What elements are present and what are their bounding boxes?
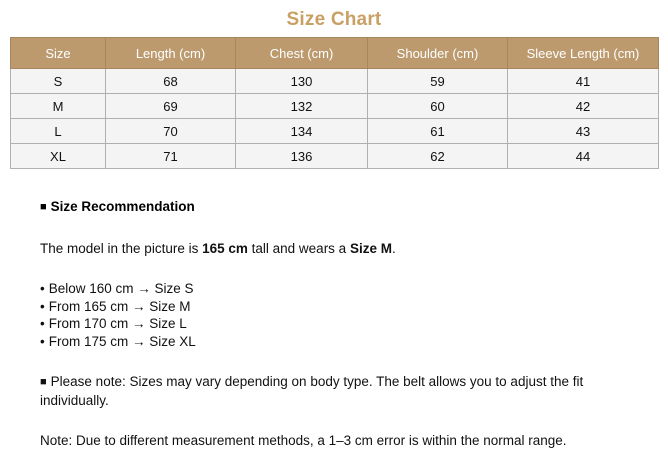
list-item-label: Below 160 cm → Size S — [48, 281, 194, 297]
list-item-label: From 170 cm → Size L — [48, 316, 187, 332]
list-item: • From 175 cm → Size XL — [40, 333, 658, 351]
bullet-dot-icon: • — [40, 333, 45, 349]
model-info-text: The model in the picture is 165 cm tall … — [40, 239, 658, 259]
list-item-label: From 165 cm → Size M — [48, 298, 191, 314]
model-text-before: The model in the picture is — [40, 240, 203, 256]
cell-chest: 136 — [235, 143, 368, 169]
model-size-value: Size M — [349, 240, 392, 256]
table-row: XL 71 136 62 44 — [10, 143, 659, 169]
cell-length: 70 — [105, 118, 236, 144]
size-recommendation-list: • Below 160 cm → Size S • From 165 cm → Si… — [40, 280, 658, 350]
model-height-value: 165 cm — [202, 240, 248, 256]
size-table: Size Length (cm) Chest (cm) Shoulder (cm… — [10, 37, 659, 169]
column-header-chest: Chest (cm) — [235, 37, 368, 69]
bullet-dot-icon: • — [40, 281, 45, 297]
list-item: • From 165 cm → Size M — [40, 298, 658, 316]
cell-shoulder: 60 — [367, 93, 508, 119]
table-row: S 68 130 59 41 — [10, 68, 659, 94]
filled-square-icon: ■ — [40, 201, 47, 213]
cell-sleeve: 44 — [507, 143, 659, 169]
cell-shoulder: 61 — [367, 118, 508, 144]
size-recommendation-heading-label: Size Recommendation — [50, 199, 195, 214]
model-text-middle: tall and wears a — [247, 240, 350, 256]
please-note-text: Please note: Sizes may vary depending on… — [40, 374, 584, 409]
bullet-dot-icon: • — [40, 316, 45, 332]
cell-chest: 134 — [235, 118, 368, 144]
list-item-label: From 175 cm → Size XL — [48, 333, 196, 349]
model-text-after: . — [391, 240, 396, 256]
cell-length: 71 — [105, 143, 236, 169]
column-header-shoulder: Shoulder (cm) — [367, 37, 508, 69]
column-header-length: Length (cm) — [105, 37, 236, 69]
measurement-note-paragraph: Note: Due to different measurement metho… — [40, 433, 567, 449]
cell-size: L — [10, 118, 106, 144]
cell-shoulder: 59 — [367, 68, 508, 94]
please-note-paragraph: ■ Please note: Sizes may vary depending o… — [40, 372, 625, 410]
cell-sleeve: 42 — [507, 93, 659, 119]
cell-sleeve: 41 — [507, 68, 659, 94]
table-row: L 70 134 61 43 — [10, 118, 659, 144]
cell-length: 69 — [105, 93, 236, 119]
column-header-sleeve: Sleeve Length (cm) — [507, 37, 659, 69]
page-title: Size Chart — [286, 9, 382, 30]
cell-chest: 132 — [235, 93, 368, 119]
list-item: • Below 160 cm → Size S — [40, 280, 658, 298]
cell-size: XL — [10, 143, 106, 169]
column-header-size: Size — [10, 37, 106, 69]
list-item: • From 170 cm → Size L — [40, 315, 658, 333]
cell-size: M — [10, 93, 106, 119]
cell-chest: 130 — [235, 68, 368, 94]
filled-square-icon: ■ — [40, 376, 47, 389]
cell-length: 68 — [105, 68, 236, 94]
cell-size: S — [10, 68, 106, 94]
table-header-row: Size Length (cm) Chest (cm) Shoulder (cm… — [10, 37, 659, 69]
notes-section: ■ Size Recommendation The model in the pi… — [40, 197, 658, 450]
size-recommendation-heading: ■ Size Recommendation — [40, 197, 658, 217]
table-row: M 69 132 60 42 — [10, 93, 659, 119]
size-table-container: Size Length (cm) Chest (cm) Shoulder (cm… — [10, 37, 659, 169]
bullet-dot-icon: • — [40, 298, 45, 314]
cell-sleeve: 43 — [507, 118, 659, 144]
cell-shoulder: 62 — [367, 143, 508, 169]
